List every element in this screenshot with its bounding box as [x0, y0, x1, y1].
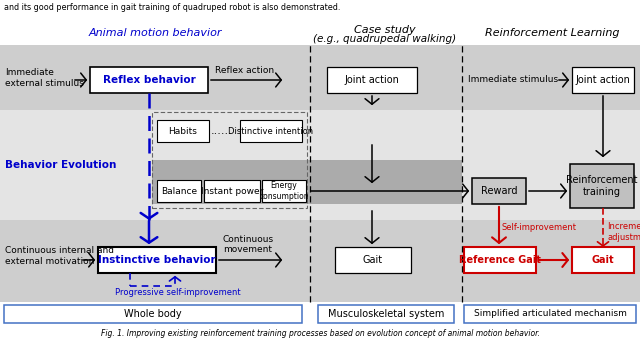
Text: Gait: Gait — [592, 255, 614, 265]
Text: Instinctive behavior: Instinctive behavior — [98, 255, 216, 265]
Bar — [318, 305, 454, 323]
Bar — [240, 120, 302, 142]
Text: Musculoskeletal system: Musculoskeletal system — [328, 309, 444, 319]
Bar — [572, 247, 634, 273]
Text: and its good performance in gait training of quadruped robot is also demonstrate: and its good performance in gait trainin… — [4, 3, 340, 13]
Bar — [157, 180, 201, 202]
Text: (e.g., quadrupedal walking): (e.g., quadrupedal walking) — [314, 34, 456, 44]
Bar — [90, 67, 208, 93]
Bar — [262, 180, 306, 202]
Bar — [152, 112, 307, 208]
Text: Habits: Habits — [168, 126, 197, 136]
Text: Gait: Gait — [363, 255, 383, 265]
Bar — [0, 110, 640, 220]
Bar — [157, 120, 209, 142]
Text: Energy
consumption: Energy consumption — [259, 181, 309, 201]
Text: Continuous internal and
external motivation: Continuous internal and external motivat… — [5, 246, 114, 266]
Text: Simplified articulated mechanism: Simplified articulated mechanism — [474, 310, 627, 318]
Text: Animal motion behavior: Animal motion behavior — [88, 28, 221, 38]
Bar — [0, 45, 640, 110]
Text: Distinctive intention: Distinctive intention — [228, 126, 314, 136]
Bar — [472, 178, 526, 204]
Bar — [0, 0, 640, 23]
Text: Reflex action: Reflex action — [216, 66, 275, 75]
Text: Reflex behavior: Reflex behavior — [102, 75, 195, 85]
Text: ......: ...... — [211, 126, 233, 136]
Text: Reward: Reward — [481, 186, 517, 196]
Text: Continuous
movement: Continuous movement — [223, 235, 273, 254]
Text: Whole body: Whole body — [124, 309, 182, 319]
Text: Fig. 1. Improving existing reinforcement training processes based on evolution c: Fig. 1. Improving existing reinforcement… — [100, 329, 540, 338]
Text: Self-improvement: Self-improvement — [502, 223, 577, 233]
Text: Reinforcement
training: Reinforcement training — [566, 175, 637, 197]
Bar — [464, 305, 636, 323]
Text: Immediate stimulus: Immediate stimulus — [468, 75, 558, 84]
Text: Joint action: Joint action — [344, 75, 399, 85]
Bar — [570, 164, 634, 208]
Bar — [335, 247, 411, 273]
Text: Immediate
external stimulus: Immediate external stimulus — [5, 68, 84, 88]
Text: Balance: Balance — [161, 187, 197, 195]
Text: Instant power: Instant power — [201, 187, 263, 195]
Bar — [327, 67, 417, 93]
Text: Case study: Case study — [354, 25, 416, 35]
Text: Joint action: Joint action — [575, 75, 630, 85]
Text: Incremental
adjustment: Incremental adjustment — [607, 222, 640, 242]
Text: Progressive self-improvement: Progressive self-improvement — [115, 288, 241, 297]
Bar — [0, 23, 640, 45]
Bar — [4, 305, 302, 323]
Bar — [464, 247, 536, 273]
Text: Reinforcement Learning: Reinforcement Learning — [484, 28, 620, 38]
Bar — [572, 67, 634, 93]
Bar — [204, 180, 260, 202]
Text: Reference Gait: Reference Gait — [459, 255, 541, 265]
Text: Behavior Evolution: Behavior Evolution — [5, 160, 116, 170]
Bar — [152, 160, 462, 204]
Bar — [0, 220, 640, 302]
Bar — [0, 302, 640, 338]
Bar — [98, 247, 216, 273]
